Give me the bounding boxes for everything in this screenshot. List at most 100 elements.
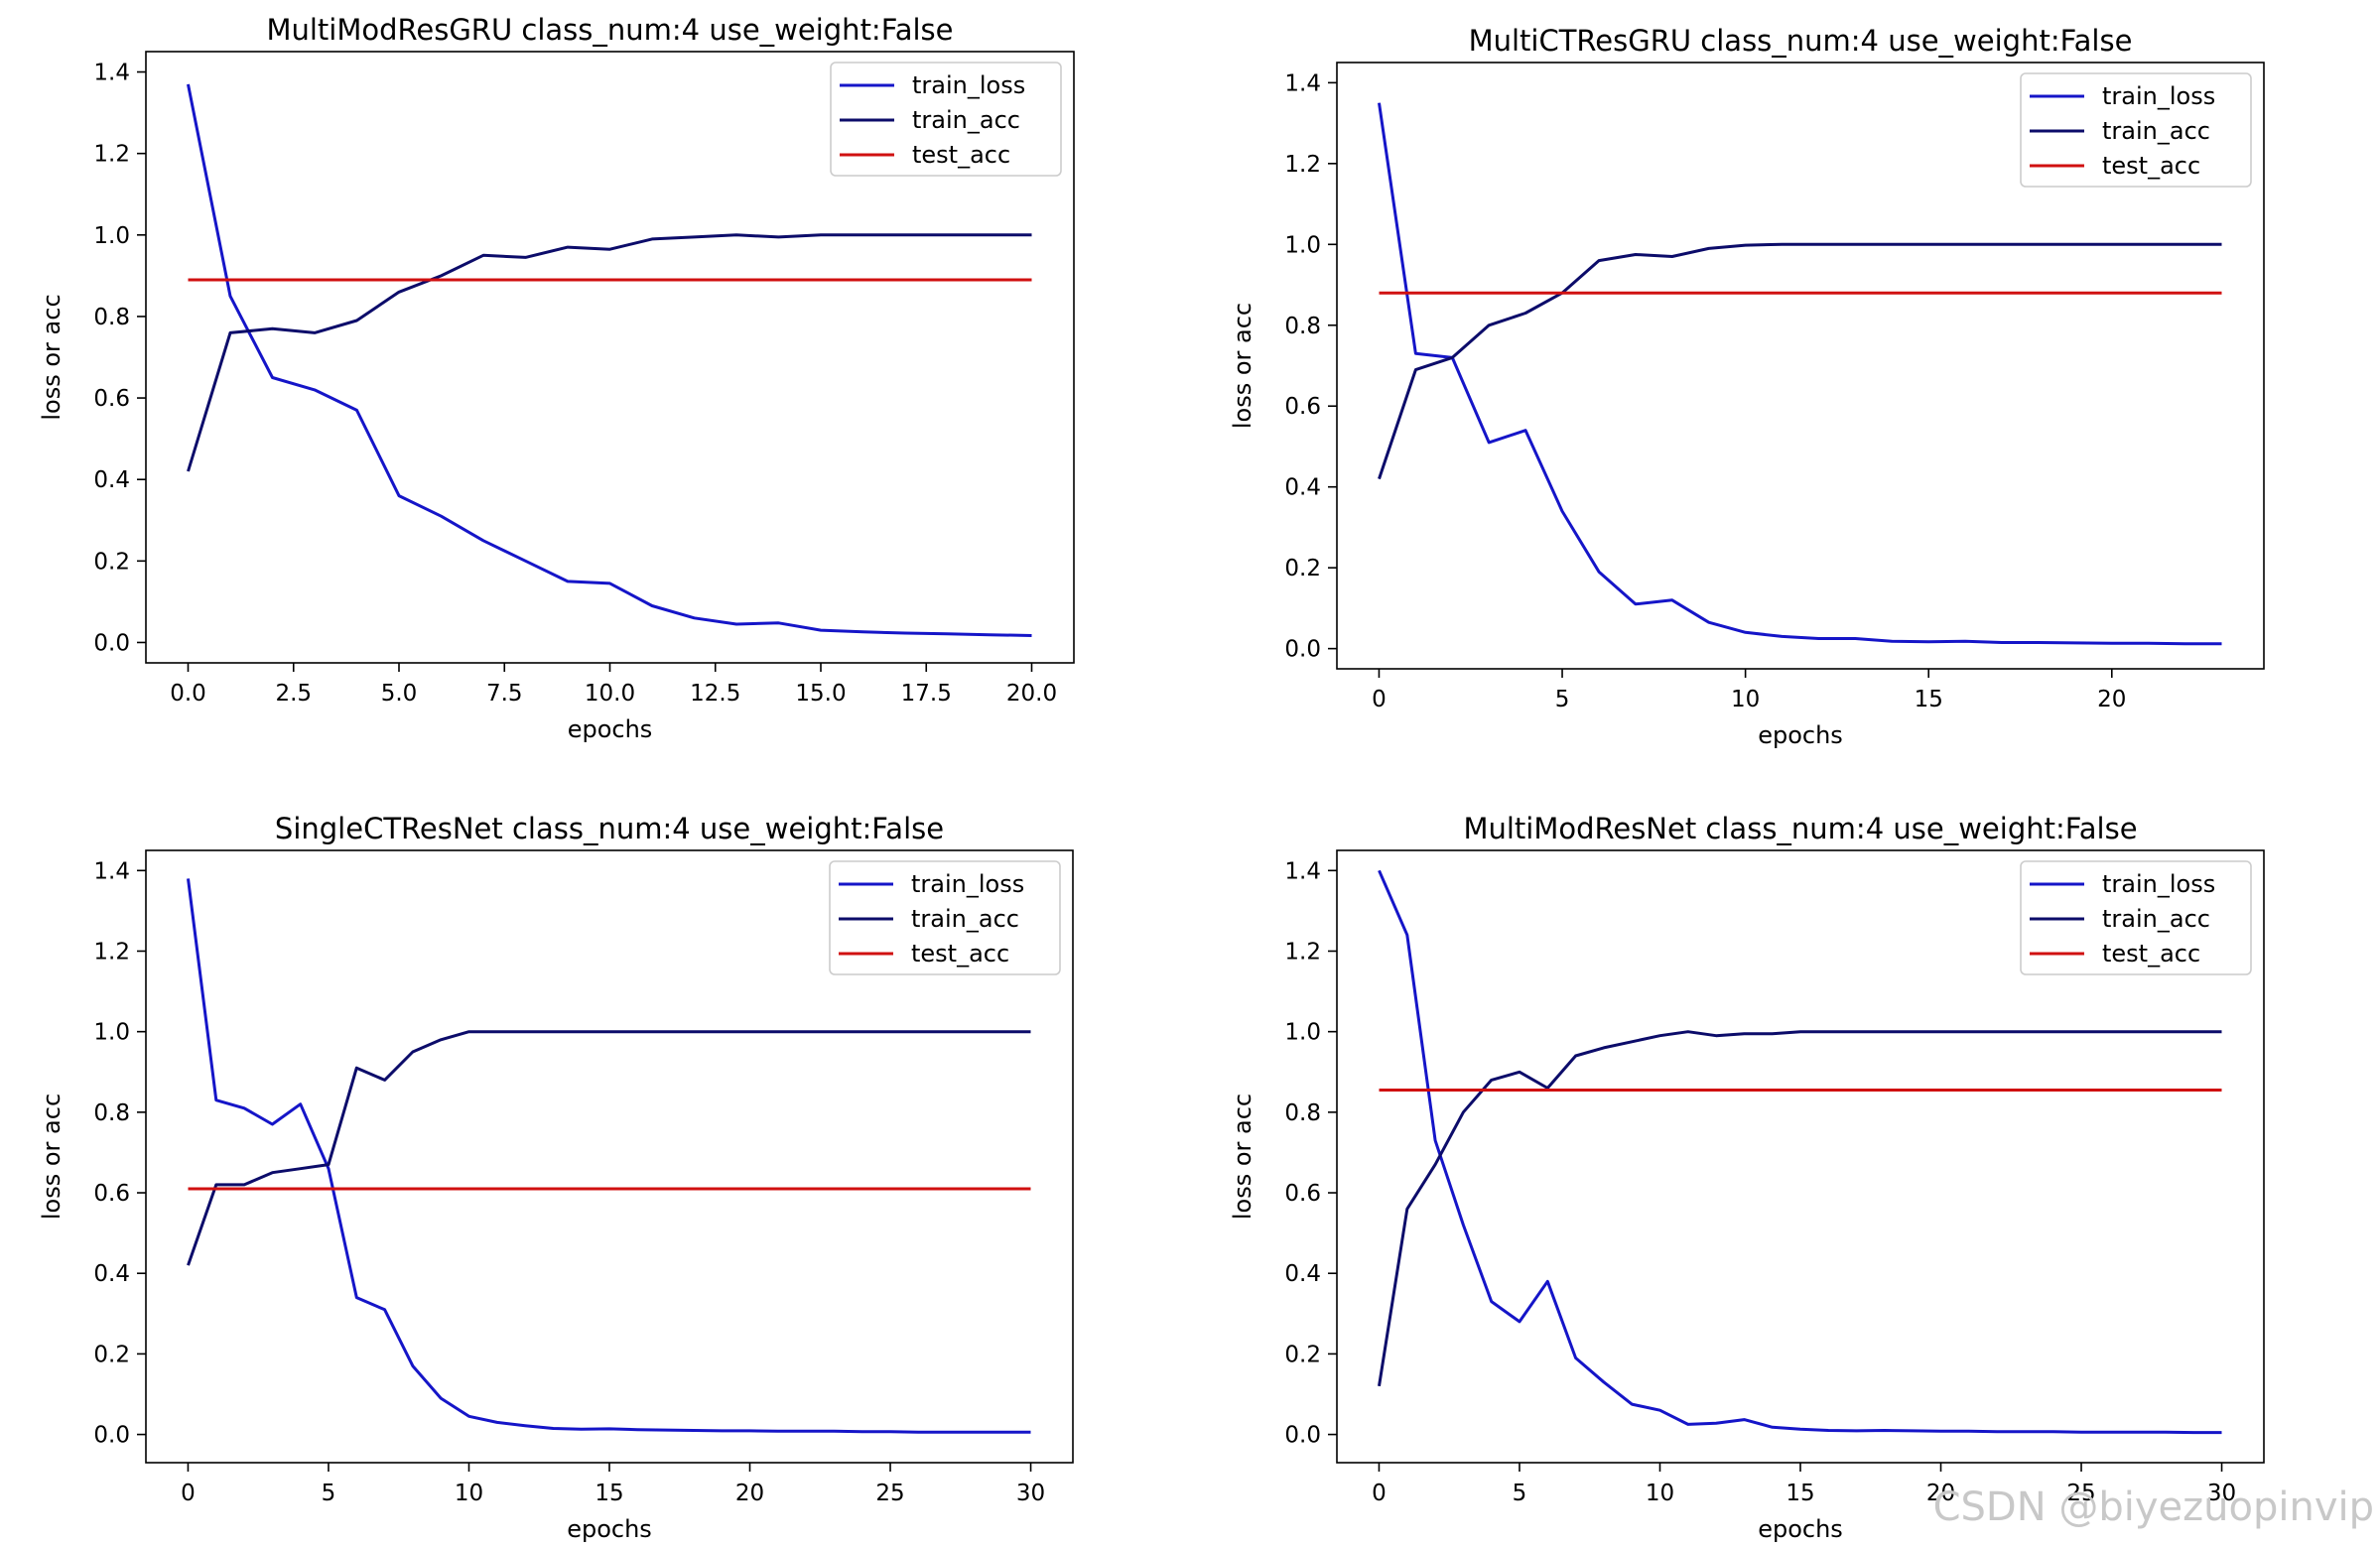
y-tick-label: 0.0: [1284, 1423, 1321, 1449]
y-axis-label: loss or acc: [1229, 303, 1256, 429]
y-tick-label: 1.4: [93, 61, 130, 86]
y-tick-label: 0.2: [1284, 1342, 1321, 1367]
series-line-train-loss: [1378, 869, 2222, 1435]
chart-title: MultiCTResGRU class_num:4 use_weight:Fal…: [1469, 24, 2133, 58]
x-tick-label: 2.5: [275, 681, 312, 707]
series-line-train-acc: [1378, 242, 2222, 480]
legend-label-test-acc: test_acc: [2102, 940, 2200, 968]
x-tick-label: 10: [1646, 1481, 1674, 1506]
legend-label-train-loss: train_loss: [2102, 82, 2215, 110]
legend-label-train-acc: train_acc: [2102, 905, 2210, 933]
watermark: CSDN @biyezuopinvip: [1932, 1484, 2374, 1530]
legend: train_loss train_acc test_acc: [2020, 72, 2252, 188]
x-tick-label: 5.0: [381, 681, 418, 707]
y-tick-label: 0.8: [93, 305, 130, 330]
series-line-train-acc: [187, 1030, 1031, 1266]
x-tick-label: 5: [1555, 687, 1570, 712]
legend-label-train-acc: train_acc: [911, 905, 1019, 933]
x-tick-label: 20: [1926, 1481, 1955, 1506]
chart-panel-1: 0.0 2.5 5.0 7.5 10.0 12.5 15.0 17.5 20.0 0.0 0.2 0.…: [38, 13, 1075, 743]
x-tick-label: 10.0: [585, 681, 635, 707]
y-tick-label: 0.4: [93, 1261, 130, 1287]
x-tick-label: 20: [735, 1481, 764, 1506]
chart-panel-3: 0 5 10 15 20 25 30 0.0 0.2 0.4 0.6 0.8 1.0 1.2 1.4 Sing…: [38, 812, 1074, 1543]
y-tick-label: 1.4: [93, 858, 130, 884]
x-tick-label: 15.0: [795, 681, 846, 707]
y-tick-label: 0.4: [1284, 475, 1321, 501]
y-tick-label: 0.2: [93, 1342, 130, 1367]
y-tick-label: 1.4: [1284, 858, 1321, 884]
series-line-train-loss: [187, 83, 1032, 637]
x-tick-label: 15: [1915, 687, 1943, 712]
x-tick-label: 10: [455, 1481, 483, 1506]
chart-panel-4: 0 5 10 15 20 25 30 0.0 0.2 0.4 0.6 0.8 1.0 1.2 1.4 Mult…: [1229, 812, 2265, 1543]
y-tick-label: 1.4: [1284, 70, 1321, 96]
y-tick-label: 0.4: [1284, 1261, 1321, 1287]
y-tick-label: 1.0: [1284, 232, 1321, 258]
legend-label-test-acc: test_acc: [912, 141, 1010, 169]
y-tick-label: 0.4: [93, 467, 130, 493]
chart-title: MultiModResNet class_num:4 use_weight:Fa…: [1463, 812, 2137, 845]
y-tick-label: 1.0: [93, 1020, 130, 1046]
legend: train_loss train_acc test_acc: [829, 860, 1061, 975]
y-tick-label: 1.0: [1284, 1020, 1321, 1046]
y-tick-label: 0.0: [1284, 637, 1321, 663]
legend-box: [829, 860, 1061, 975]
chart-title: MultiModResGRU class_num:4 use_weight:Fa…: [266, 13, 953, 47]
x-tick-label: 7.5: [486, 681, 523, 707]
x-tick-label: 12.5: [690, 681, 740, 707]
legend-label-train-loss: train_loss: [2102, 870, 2215, 898]
x-axis-label: epochs: [567, 1515, 652, 1543]
y-tick-label: 1.2: [1284, 939, 1321, 965]
x-tick-label: 0: [181, 1481, 196, 1506]
legend-box: [830, 62, 1062, 177]
legend-label-test-acc: test_acc: [2102, 152, 2200, 180]
legend-label-train-acc: train_acc: [912, 106, 1020, 134]
y-axis-label: loss or acc: [38, 294, 66, 420]
x-axis-label: epochs: [1758, 1515, 1843, 1543]
y-tick-label: 0.8: [93, 1100, 130, 1126]
y-tick-label: 0.6: [93, 386, 130, 412]
y-tick-label: 0.2: [93, 549, 130, 575]
y-tick-label: 1.2: [1284, 152, 1321, 178]
y-tick-label: 0.0: [93, 630, 130, 656]
x-tick-label: 10: [1731, 687, 1760, 712]
legend-box: [2020, 860, 2252, 975]
legend-label-train-acc: train_acc: [2102, 117, 2210, 145]
y-tick-label: 0.6: [1284, 394, 1321, 420]
y-tick-label: 0.6: [93, 1181, 130, 1207]
x-tick-label: 17.5: [901, 681, 952, 707]
x-tick-label: 15: [1785, 1481, 1814, 1506]
x-tick-label: 20.0: [1006, 681, 1057, 707]
x-tick-label: 0: [1372, 687, 1387, 712]
x-tick-label: 15: [595, 1481, 623, 1506]
x-axis-label: epochs: [1758, 721, 1843, 749]
axes-frame: [1336, 62, 2265, 670]
x-tick-label: 30: [2207, 1481, 2236, 1506]
series-line-train-loss: [1378, 102, 2222, 646]
series-line-train-acc: [187, 233, 1032, 472]
x-tick-label: 30: [1016, 1481, 1045, 1506]
y-tick-label: 1.2: [93, 939, 130, 965]
y-tick-label: 0.0: [93, 1423, 130, 1449]
legend-label-train-loss: train_loss: [912, 71, 1025, 99]
series-line-train-loss: [187, 878, 1031, 1434]
y-axis-label: loss or acc: [38, 1094, 66, 1220]
x-tick-label: 0.0: [170, 681, 206, 707]
x-tick-label: 25: [2066, 1481, 2095, 1506]
y-tick-label: 1.2: [93, 142, 130, 168]
legend: train_loss train_acc test_acc: [2020, 860, 2252, 975]
y-tick-label: 1.0: [93, 223, 130, 249]
x-tick-label: 20: [2097, 687, 2126, 712]
y-axis-label: loss or acc: [1229, 1094, 1256, 1220]
x-tick-label: 5: [1513, 1481, 1527, 1506]
legend-label-test-acc: test_acc: [911, 940, 1009, 968]
y-tick-label: 0.8: [1284, 1100, 1321, 1126]
y-tick-label: 0.6: [1284, 1181, 1321, 1207]
x-tick-label: 5: [322, 1481, 336, 1506]
y-tick-label: 0.8: [1284, 314, 1321, 339]
chart-panel-2: 0 5 10 15 20 0.0 0.2 0.4 0.6 0.8 1.0 1.2 1.4 MultiCTR…: [1229, 24, 2265, 749]
series-line-train-acc: [1378, 1030, 2222, 1387]
legend-label-train-loss: train_loss: [911, 870, 1024, 898]
